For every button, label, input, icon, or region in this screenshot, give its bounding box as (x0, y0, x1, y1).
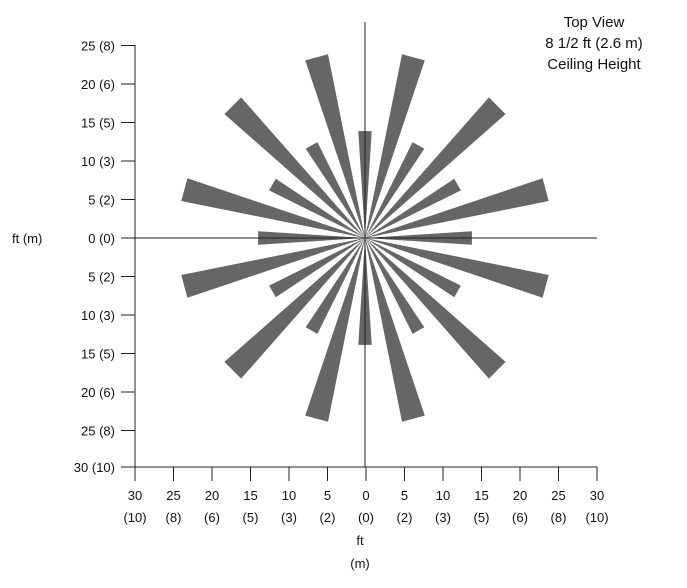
x-tick-label-m: (2) (397, 510, 413, 525)
x-tick-label-ft: 25 (551, 488, 565, 503)
x-tick-label-m: (8) (166, 510, 182, 525)
x-tick-label-m: (10) (123, 510, 146, 525)
y-tick-label: 25 (8) (81, 39, 115, 54)
x-axis-title-unit-ft: ft (356, 533, 364, 548)
y-axis-ticks: 25 (8) 20 (6) 15 (5) 10 (3) 5 (2) 0 (0) 5 (2) 1… (74, 39, 135, 475)
y-tick-label: 10 (3) (81, 308, 115, 323)
x-tick-label-m: (3) (281, 510, 297, 525)
beam-wedge-19 (181, 178, 365, 238)
x-tick-label-ft: 10 (436, 488, 450, 503)
beam-wedge-2 (365, 142, 425, 238)
y-tick-label: 15 (5) (81, 116, 115, 131)
x-tick-label-ft: 30 (590, 488, 604, 503)
y-axis-title: ft (m) (12, 231, 42, 246)
y-tick-label: 30 (10) (74, 460, 115, 475)
x-tick-label-m: (6) (204, 510, 220, 525)
ceiling-height-label: Ceiling Height (547, 56, 641, 73)
y-tick-label: 25 (8) (81, 424, 115, 439)
y-tick-label: 10 (3) (81, 154, 115, 169)
beam-wedge-1 (365, 54, 425, 238)
beam-wedge-11 (365, 238, 425, 422)
beam-wedge-16 (269, 238, 365, 298)
x-tick-label-ft: 25 (166, 488, 180, 503)
x-tick-label-ft: 15 (243, 488, 257, 503)
beam-wedge-5 (365, 178, 549, 238)
x-tick-label-m: (6) (512, 510, 528, 525)
beam-wedge-22 (305, 142, 365, 238)
x-tick-label-m: (5) (243, 510, 259, 525)
beam-wedge-9 (365, 238, 506, 379)
x-tick-label-ft: 5 (401, 488, 408, 503)
beam-wedge-13 (305, 238, 365, 422)
beam-wedge-21 (224, 97, 365, 239)
beam-wedge-23 (305, 54, 365, 238)
x-tick-label-ft: 10 (282, 488, 296, 503)
beam-wedge-17 (181, 238, 365, 298)
beam-wedge-20 (269, 178, 365, 238)
view-info-title: Top View (563, 14, 625, 31)
y-tick-label: 0 (0) (88, 231, 115, 246)
y-tick-label: 15 (5) (81, 347, 115, 362)
beam-wedge-3 (365, 97, 506, 239)
x-tick-label-ft: 15 (474, 488, 488, 503)
ceiling-height-value: 8 1/2 ft (2.6 m) (545, 35, 643, 52)
x-tick-label-ft: 5 (324, 488, 331, 503)
y-tick-label: 5 (2) (88, 270, 115, 285)
beam-wedge-15 (224, 238, 365, 379)
x-tick-label-m: (5) (474, 510, 490, 525)
x-tick-label-m: (10) (585, 510, 608, 525)
y-tick-label: 20 (6) (81, 385, 115, 400)
beam-wedge-8 (365, 238, 461, 298)
y-tick-label: 5 (2) (88, 193, 115, 208)
x-axis-title-unit-m: (m) (350, 556, 370, 571)
beam-group (181, 54, 549, 422)
y-tick-label: 20 (6) (81, 77, 115, 92)
x-tick-label-ft: 20 (513, 488, 527, 503)
x-tick-label-ft: 0 (362, 488, 369, 503)
x-tick-label-ft: 30 (128, 488, 142, 503)
beam-wedge-14 (305, 238, 365, 334)
x-tick-label-m: (3) (435, 510, 451, 525)
view-info-label: Top View 8 1/2 ft (2.6 m) Ceiling Height (519, 12, 669, 75)
x-tick-label-m: (2) (320, 510, 336, 525)
beam-wedge-10 (365, 238, 425, 334)
beam-wedge-4 (365, 178, 461, 238)
x-tick-label-ft: 20 (205, 488, 219, 503)
beam-wedge-7 (365, 238, 549, 298)
x-axis-ticks: 30 (10) 25 (8) 20 (6) 15 (5) 10 (3) 5 (2) 0 (0) 5 (2) 10… (123, 467, 609, 525)
x-tick-label-m: (0) (358, 510, 374, 525)
axes-group (134, 22, 597, 468)
x-tick-label-m: (8) (551, 510, 567, 525)
